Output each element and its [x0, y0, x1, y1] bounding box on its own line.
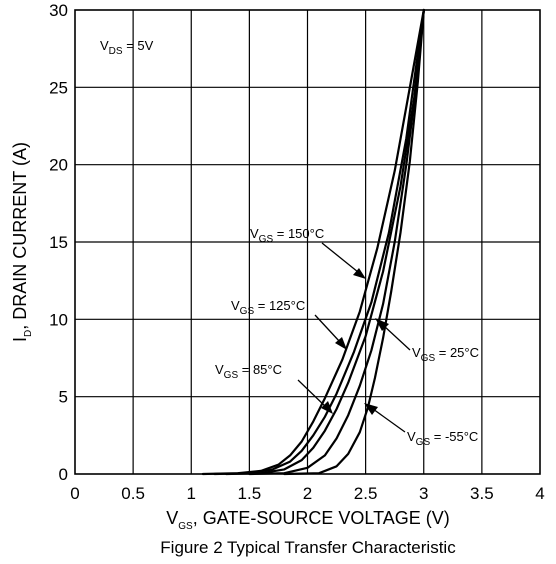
x-axis-title: VGS, GATE-SOURCE VOLTAGE (V) [166, 508, 450, 532]
x-axis-title-rest: , GATE-SOURCE VOLTAGE (V) [193, 508, 450, 528]
condition-label-main: V [100, 38, 109, 53]
x-tick-label: 2 [303, 484, 312, 503]
curve-neg55c [283, 8, 425, 476]
x-axis-title-main: V [166, 508, 178, 528]
arrowhead-25c [375, 318, 389, 331]
y-tick-label: 10 [49, 310, 68, 329]
series-label-125c-sub: GS [240, 306, 255, 317]
series-label-150c-sub: GS [259, 234, 274, 245]
curve-85c [225, 8, 425, 476]
condition-label: VDS = 5V [100, 38, 154, 57]
y-axis-title-main: I [10, 337, 30, 342]
condition-label-rest: = 5V [123, 38, 154, 53]
y-tick-label: 30 [49, 1, 68, 20]
x-tick-label: 2.5 [354, 484, 378, 503]
series-label-85c-sub: GS [224, 370, 239, 381]
arrowhead-neg55c [364, 403, 378, 415]
x-tick-label: 0.5 [121, 484, 145, 503]
series-label-85c-rest: = 85°C [238, 362, 282, 377]
x-tick-label: 3.5 [470, 484, 494, 503]
arrowhead-125c [335, 337, 347, 350]
leader-line-neg55c [372, 408, 406, 433]
x-axis-title-sub: GS [178, 521, 193, 532]
y-tick-label: 5 [59, 388, 68, 407]
curve-25c [248, 8, 425, 476]
series-label-85c: VGS = 85°C [215, 362, 282, 381]
series-label-85c-main: V [215, 362, 224, 377]
grid [75, 10, 540, 474]
y-tick-labels: 0 5 10 15 20 25 30 [49, 1, 68, 484]
y-axis-title-rest: , DRAIN CURRENT (A) [10, 142, 30, 330]
x-tick-label: 1 [187, 484, 196, 503]
y-tick-label: 15 [49, 233, 68, 252]
y-tick-label: 20 [49, 156, 68, 175]
series-label-150c-main: V [250, 226, 259, 241]
condition-label-sub: DS [109, 46, 123, 57]
leader-line-125c [314, 314, 341, 343]
leader-line-150c [321, 242, 359, 273]
series-label-25c: VGS = 25°C [412, 345, 479, 364]
y-axis-title: ID, DRAIN CURRENT (A) [10, 142, 34, 342]
plot-frame [74, 9, 541, 475]
x-tick-labels: 0 0.5 1 1.5 2 2.5 3 3.5 4 [70, 484, 544, 503]
y-tick-label: 25 [49, 78, 68, 97]
series-label-125c: VGS = 125°C [231, 298, 305, 317]
series-label-150c: VGS = 150°C [250, 226, 324, 245]
series-label-neg55c-main: V [407, 429, 416, 444]
series-label-neg55c-sub: GS [416, 437, 431, 448]
series-label-125c-main: V [231, 298, 240, 313]
series-annotations: VGS = 150°C VGS = 125°C VGS = 85°C VGS =… [215, 226, 479, 448]
x-tick-label: 3 [419, 484, 428, 503]
series-label-125c-rest: = 125°C [254, 298, 305, 313]
series-label-150c-rest: = 150°C [273, 226, 324, 241]
series-label-25c-rest: = 25°C [435, 345, 479, 360]
leader-line-85c [297, 379, 327, 408]
curve-125c [213, 8, 425, 476]
series-label-neg55c-rest: = -55°C [430, 429, 478, 444]
leader-line-25c [383, 325, 411, 351]
figure-caption: Figure 2 Typical Transfer Characteristic [160, 538, 456, 557]
x-tick-label: 1.5 [238, 484, 262, 503]
series-label-25c-sub: GS [421, 353, 436, 364]
series-label-neg55c: VGS = -55°C [407, 429, 478, 448]
y-axis-title-sub: D [23, 330, 34, 337]
arrowhead-150c [353, 268, 366, 279]
x-tick-label: 0 [70, 484, 79, 503]
series-label-25c-main: V [412, 345, 421, 360]
y-tick-label: 0 [59, 465, 68, 484]
series-curves [201, 8, 425, 476]
arrowhead-85c [321, 401, 333, 414]
x-tick-label: 4 [535, 484, 544, 503]
